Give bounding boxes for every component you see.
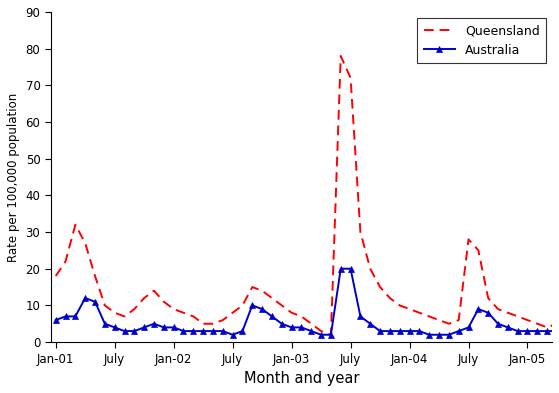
Line: Australia: Australia xyxy=(53,266,559,338)
Australia xyxy=(111,325,118,330)
Legend: Queensland, Australia: Queensland, Australia xyxy=(418,18,546,63)
Australia xyxy=(53,318,59,322)
Queensland xyxy=(200,321,206,326)
Line: Queensland: Queensland xyxy=(56,56,559,335)
Y-axis label: Rate per 100,000 population: Rate per 100,000 population xyxy=(7,92,20,262)
Queensland xyxy=(141,296,148,300)
Queensland xyxy=(338,53,344,58)
Queensland xyxy=(111,310,118,315)
Australia xyxy=(338,266,344,271)
Queensland xyxy=(72,222,79,227)
Australia xyxy=(367,321,373,326)
Australia xyxy=(485,310,491,315)
Australia xyxy=(229,332,236,337)
Australia xyxy=(141,325,148,330)
Queensland xyxy=(367,266,373,271)
Queensland xyxy=(53,274,59,278)
Australia xyxy=(200,329,206,333)
X-axis label: Month and year: Month and year xyxy=(244,371,359,386)
Queensland xyxy=(485,296,491,300)
Australia xyxy=(72,314,79,319)
Queensland xyxy=(328,332,334,337)
